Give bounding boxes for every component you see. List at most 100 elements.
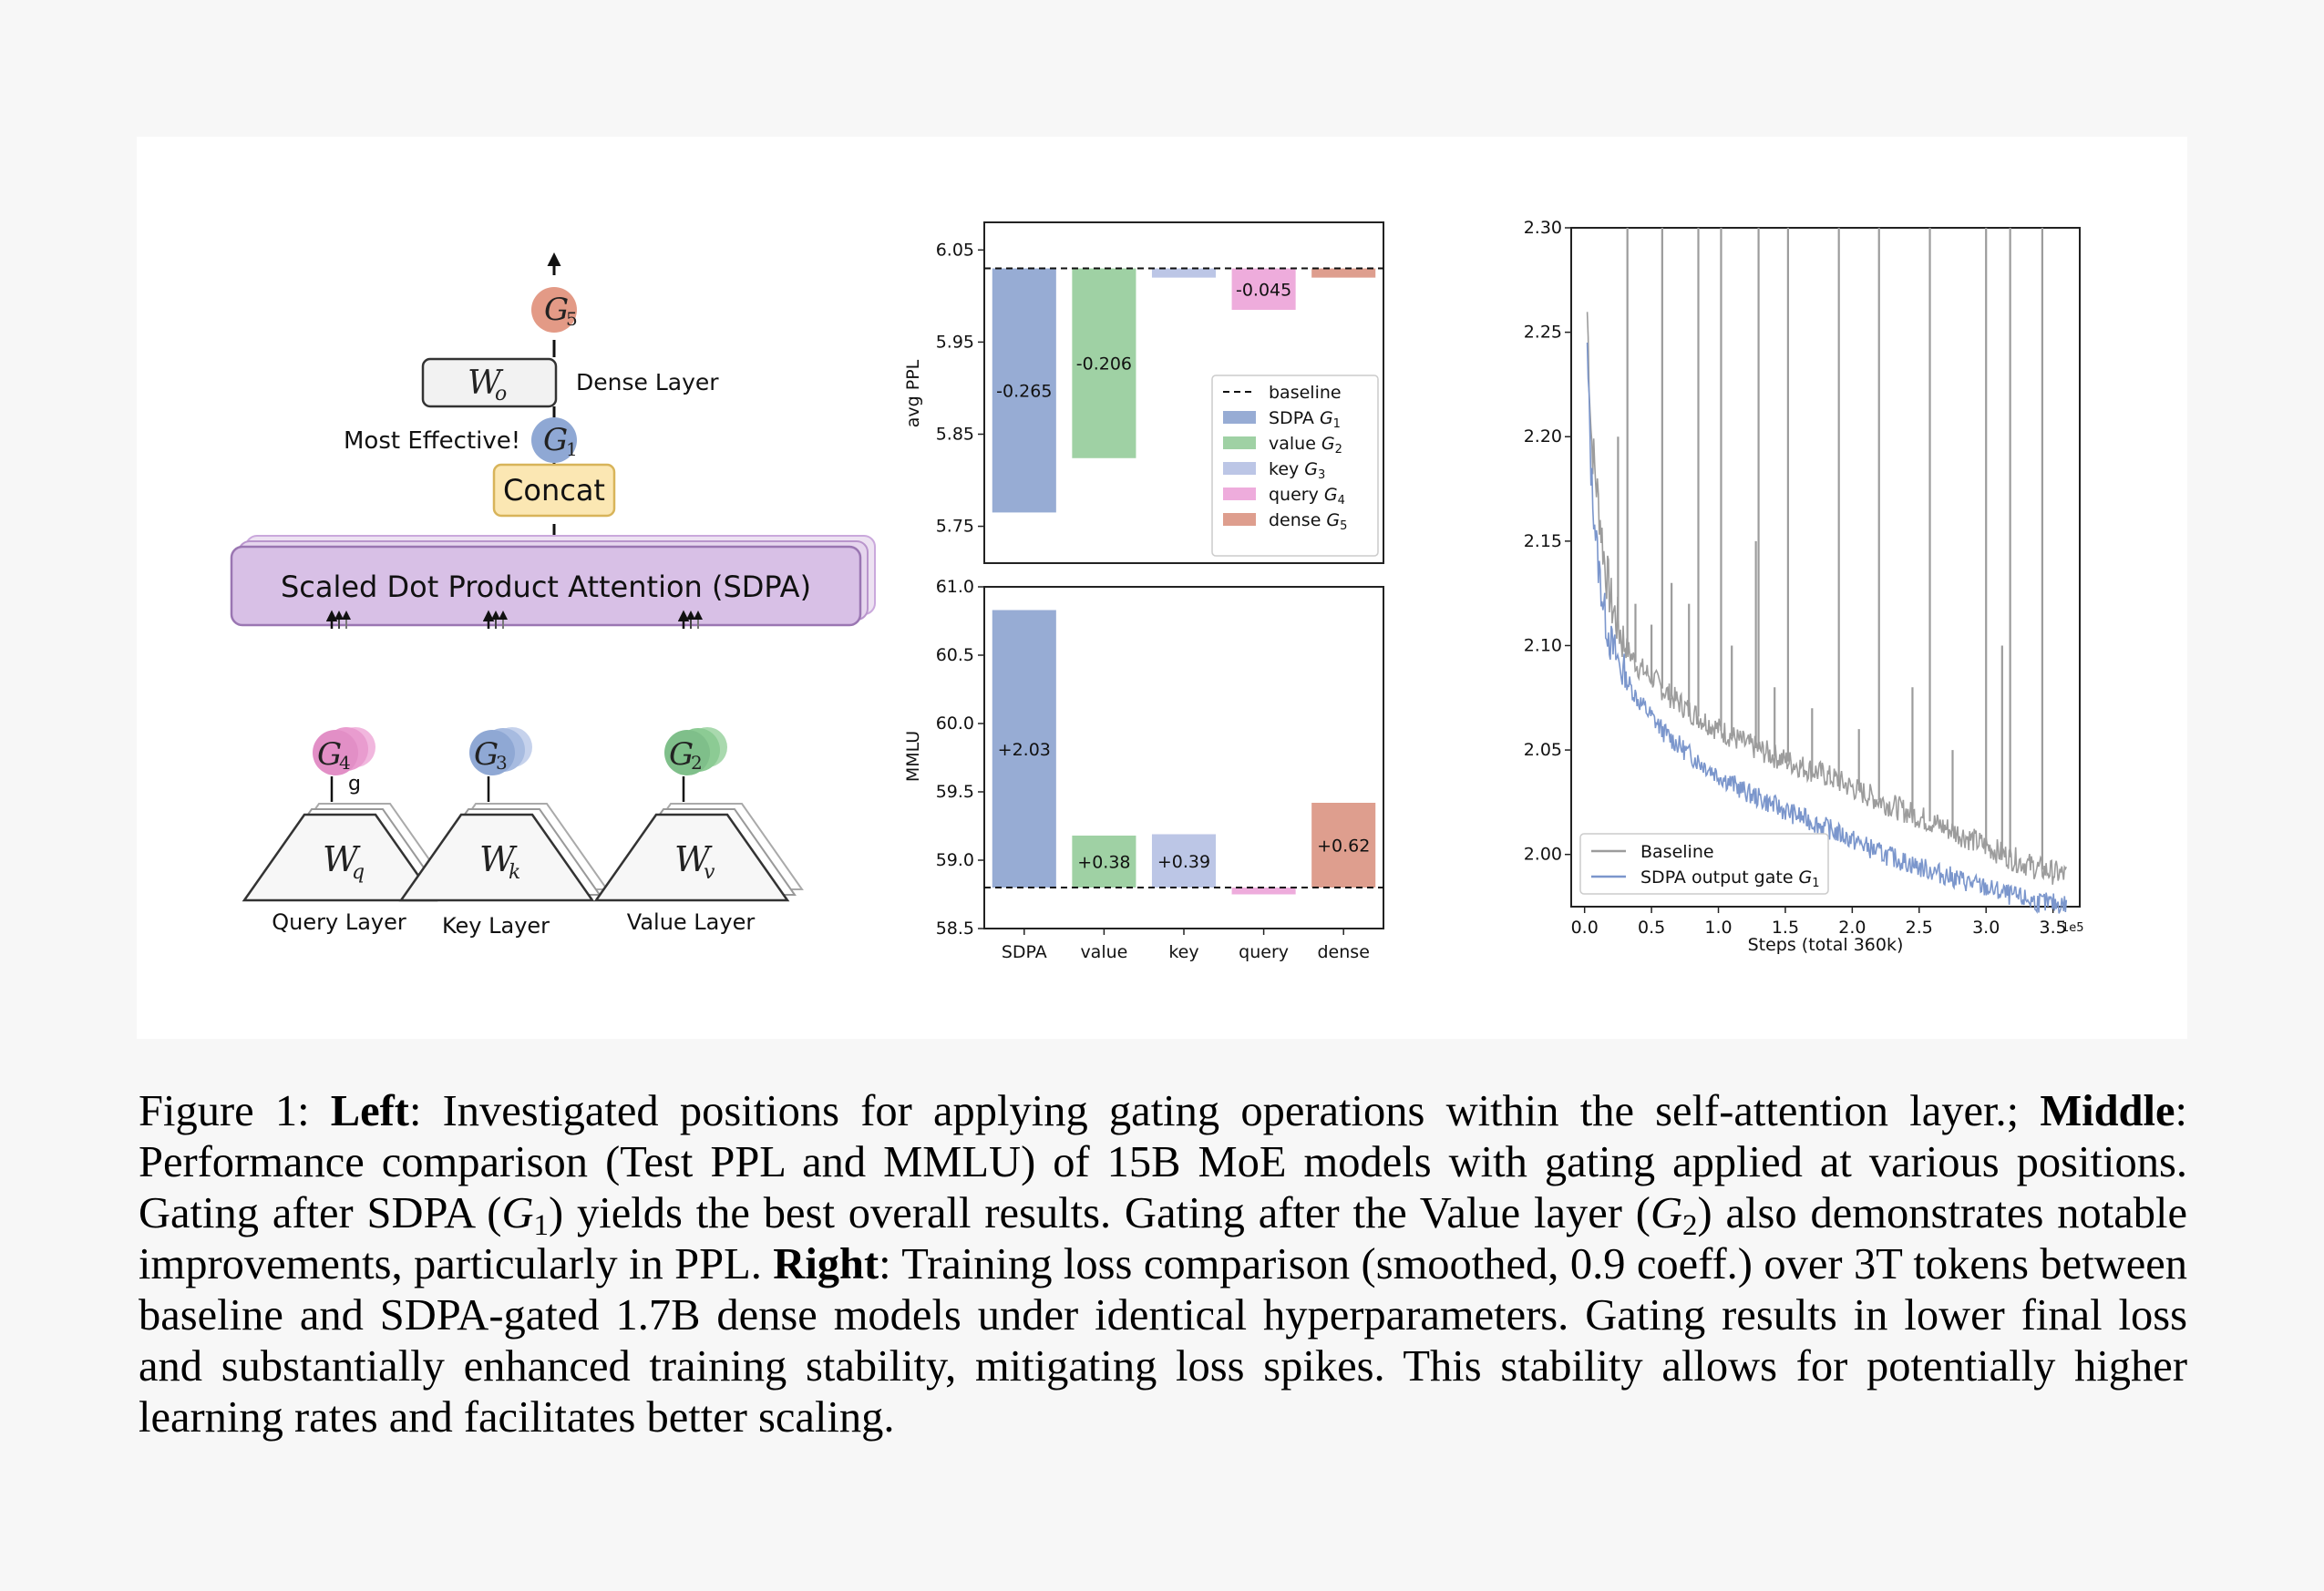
legend-key-swatch bbox=[1223, 462, 1256, 475]
y-tick-label: 58.5 bbox=[936, 919, 974, 939]
x-tick-label: 3.0 bbox=[1972, 918, 2000, 938]
ppl-y-ticks: 6.05 5.95 5.85 5.75 bbox=[936, 240, 984, 537]
ppl-bars bbox=[992, 268, 1376, 513]
bar-label: +0.39 bbox=[1157, 852, 1210, 872]
y-tick-label: 5.95 bbox=[936, 332, 974, 352]
x-tick-label: 2.0 bbox=[1838, 918, 1866, 938]
gate-g5-icon bbox=[531, 287, 577, 333]
value-layer-box bbox=[593, 813, 790, 902]
mmlu-bar-chart: 61.0 60.5 60.0 59.5 59.0 58.5 MMLU +2.03 +0.38… bbox=[903, 577, 1384, 962]
loss-x-axis-label: Steps (total 360k) bbox=[1748, 935, 1904, 955]
mmlu-bars bbox=[992, 610, 1376, 895]
key-layer-label: Key Layer bbox=[442, 913, 550, 939]
bar-label: -0.045 bbox=[1236, 280, 1291, 300]
gate-g5-letter: G bbox=[544, 292, 569, 328]
caption-left-text: : Investigated positions for applying ga… bbox=[408, 1087, 2020, 1135]
caption-g2-sub: 2 bbox=[1682, 1209, 1698, 1243]
query-layer-sub: q bbox=[352, 861, 365, 884]
gate-g3-sub: 3 bbox=[496, 752, 508, 774]
figure-panel: G 5 W o Dense Layer G 1 Most Effective! … bbox=[137, 137, 2187, 1039]
gate-g4-letter: G bbox=[317, 736, 342, 773]
x-tick-label: 0.5 bbox=[1638, 918, 1665, 938]
legend-sdpa-swatch bbox=[1223, 411, 1256, 424]
legend-query-label: query bbox=[1269, 485, 1319, 505]
ppl-legend: baseline SDPA G1 value G2 key G3 query G4 de… bbox=[1211, 375, 1379, 557]
y-tick-label: 2.20 bbox=[1524, 426, 1562, 447]
x-tick-label: value bbox=[1080, 942, 1127, 962]
y-tick-label: 60.5 bbox=[936, 645, 974, 665]
loss-x-multiplier: 1e5 bbox=[2062, 921, 2084, 935]
loss-y-ticks: 2.30 2.25 2.20 2.15 2.10 2.05 2.00 bbox=[1524, 218, 1571, 865]
ppl-bar-chart: 6.055.955.855.75 avg PPL -0.265-0.206-0.… bbox=[903, 221, 1384, 564]
attention-diagram: G 5 W o Dense Layer G 1 Most Effective! … bbox=[230, 252, 876, 939]
y-tick-label: 2.30 bbox=[1524, 218, 1562, 238]
bar-key bbox=[1151, 834, 1217, 888]
x-tick-label: 0.0 bbox=[1571, 918, 1599, 938]
loss-lines bbox=[1586, 228, 2068, 915]
bar-SDPA bbox=[992, 610, 1056, 888]
query-layer-letter: W bbox=[323, 839, 361, 879]
bar-value bbox=[1072, 836, 1136, 888]
legend-query-swatch bbox=[1223, 488, 1256, 500]
bar-query bbox=[1231, 888, 1296, 895]
gate-g2-icon bbox=[664, 730, 710, 775]
y-tick-label: 2.25 bbox=[1524, 323, 1562, 343]
bar-SDPA bbox=[992, 268, 1056, 513]
concat-box bbox=[492, 463, 616, 518]
bar-key bbox=[1151, 268, 1217, 278]
value-layer-label: Value Layer bbox=[627, 909, 756, 935]
gate-g1-sub: 1 bbox=[566, 438, 578, 460]
loss-x-ticks: 0.0 0.5 1.0 1.5 2.0 2.5 3.0 3.5 bbox=[1571, 907, 2067, 938]
key-layer-letter: W bbox=[479, 839, 518, 879]
x-tick-label: key bbox=[1168, 942, 1198, 962]
y-tick-label: 5.75 bbox=[936, 517, 974, 537]
bar-label: -0.206 bbox=[1076, 354, 1132, 375]
mmlu-y-ticks: 61.0 60.5 60.0 59.5 59.0 58.5 bbox=[936, 577, 984, 939]
dense-layer-box bbox=[421, 357, 558, 408]
figure-caption: Figure 1: Left: Investigated positions f… bbox=[139, 1086, 2187, 1443]
caption-right-text: : Training loss comparison (smoothed, 0.… bbox=[139, 1240, 2188, 1442]
bar-dense bbox=[1311, 268, 1376, 278]
caption-right-head: Right bbox=[773, 1240, 879, 1288]
x-tick-label: SDPA bbox=[1002, 942, 1047, 962]
gate-g2-sub: 2 bbox=[691, 752, 703, 774]
bar-label: -0.265 bbox=[996, 381, 1052, 401]
gate-g3-letter: G bbox=[474, 736, 499, 773]
key-layer-box bbox=[398, 813, 595, 902]
y-tick-label: 2.15 bbox=[1524, 531, 1562, 551]
gate-g5-sub: 5 bbox=[566, 308, 578, 330]
dense-layer-label: Dense Layer bbox=[576, 369, 719, 395]
legend-dense-swatch bbox=[1223, 513, 1256, 526]
x-tick-label: 1.5 bbox=[1772, 918, 1799, 938]
sdpa-box bbox=[230, 545, 862, 627]
x-tick-label: dense bbox=[1318, 942, 1370, 962]
x-tick-label: 3.5 bbox=[2040, 918, 2067, 938]
x-tick-label: query bbox=[1239, 942, 1289, 962]
ppl-y-axis-label: avg PPL bbox=[903, 359, 923, 427]
y-tick-label: 61.0 bbox=[936, 577, 974, 597]
gate-g2-letter: G bbox=[669, 736, 694, 773]
legend-loss-baseline-label: Baseline bbox=[1640, 842, 1714, 862]
legend-baseline-label: baseline bbox=[1269, 383, 1342, 403]
bar-label: +2.03 bbox=[998, 740, 1051, 760]
gate-g4-icon bbox=[313, 730, 358, 775]
ppl-bar-labels: -0.265 -0.206 -0.045 bbox=[996, 280, 1291, 401]
bar-label: +0.62 bbox=[1317, 837, 1370, 857]
ppl-plot-frame bbox=[983, 221, 1384, 564]
stray-glyph: g bbox=[348, 773, 361, 796]
query-layer-label: Query Layer bbox=[272, 909, 406, 935]
legend-dense-label: dense bbox=[1269, 510, 1321, 530]
caption-middle-text-3: ) also demonstrates notable improvements… bbox=[139, 1189, 2188, 1288]
legend-key-label: key bbox=[1269, 459, 1299, 479]
caption-fig-label: Figure 1: bbox=[139, 1087, 310, 1135]
mmlu-bar-labels: +2.03 +0.38 +0.39 +0.62 bbox=[998, 740, 1371, 873]
caption-left-head: Left bbox=[330, 1087, 409, 1135]
gate-g3-icon bbox=[469, 730, 515, 775]
series-gate-line bbox=[1586, 342, 2068, 915]
caption-g1-letter: G bbox=[501, 1189, 534, 1237]
y-tick-label: 59.5 bbox=[936, 782, 974, 802]
